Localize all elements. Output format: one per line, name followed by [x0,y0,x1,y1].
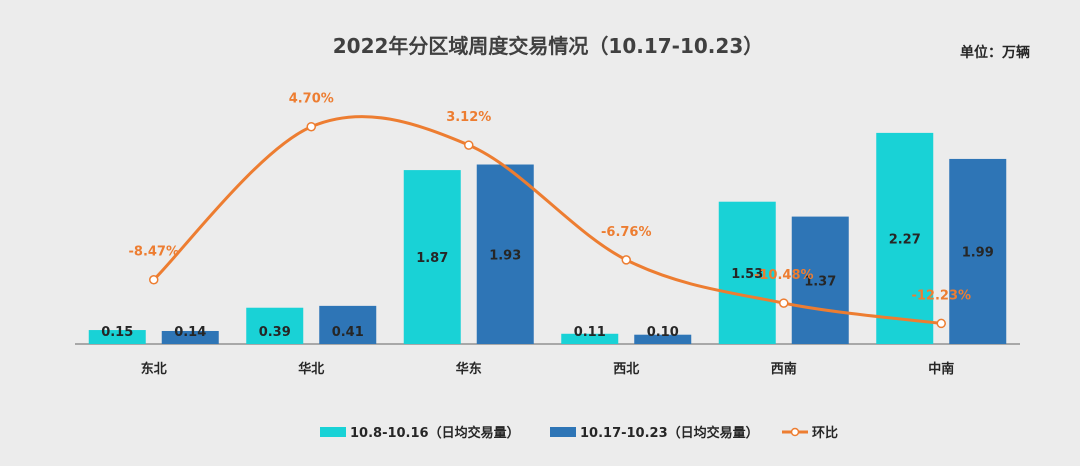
chart-title: 2022年分区域周度交易情况（10.17-10.23） [333,34,764,58]
mom-change-point [149,274,159,285]
bar-prev-week-3 [561,333,619,344]
legend: 10.8-10.16（日均交易量） 10.17-10.23（日均交易量） 环比 [320,425,838,441]
bar-value-label: 1.37 [804,274,836,289]
bar-prev-week-0 [88,330,146,344]
unit-label: 单位：万辆 [960,44,1030,61]
bar-prev-week-5 [876,132,934,344]
mom-change-point [779,298,789,308]
mom-change-label: -8.47% [129,245,180,260]
bar-curr-week-3 [634,334,692,344]
mom-change-label: -6.76% [601,225,652,240]
legend-label: 环比 [812,425,838,441]
bar-curr-week-1 [319,305,377,344]
bar-value-label: 0.15 [101,325,133,340]
bar-value-label: 0.14 [174,325,206,340]
bar-value-label: 0.11 [574,325,606,340]
bar-value-label: 1.93 [489,248,521,263]
bar-prev-week-1 [246,307,304,344]
category-label: 东北 [141,361,167,377]
bar-prev-week-4 [718,201,776,344]
bar-value-label: 1.99 [962,245,994,260]
category-labels: 东北 华北 华东 西北 西南 中南 [141,361,955,377]
category-label: 中南 [928,361,954,377]
mom-change-point [306,121,316,132]
bars-layer: 0.15 0.14 0.39 0.41 1.87 1.93 0.11 0.10 1.53 1.37… [88,132,1007,344]
legend-swatch [550,427,576,437]
bar-value-label: 0.10 [647,325,679,340]
category-label: 华东 [456,361,482,377]
bar-curr-week-5 [949,158,1007,344]
bar-value-label: 1.87 [416,251,448,266]
category-label: 西南 [771,361,797,377]
mom-change-point [936,318,946,329]
line-series-layer: -8.47% 4.70% 3.12% -6.76% -10.48% -12.23% [129,92,971,329]
legend-label: 10.8-10.16（日均交易量） [350,425,520,441]
bar-value-label: 0.41 [332,325,364,340]
bar-value-label: 1.53 [731,267,763,282]
mom-change-line [152,115,942,325]
mom-change-label: 4.70% [289,92,334,107]
bar-value-label: 0.39 [259,325,291,340]
mom-change-point [464,140,474,150]
bar-curr-week-4 [791,216,849,344]
mom-change-label: -10.48% [754,268,814,283]
mom-change-point [621,255,631,265]
bar-curr-week-2 [476,164,534,344]
legend-marker [790,427,800,437]
category-label: 西北 [613,362,639,377]
category-label: 华北 [298,361,324,377]
bar-value-label: 2.27 [889,232,921,247]
bar-prev-week-2 [403,170,461,344]
legend-label: 10.17-10.23（日均交易量） [580,425,759,441]
bar-curr-week-0 [161,330,219,344]
legend-swatch [320,427,346,437]
mom-change-label: 3.12% [446,110,491,125]
mom-change-label: -12.23% [911,288,971,303]
